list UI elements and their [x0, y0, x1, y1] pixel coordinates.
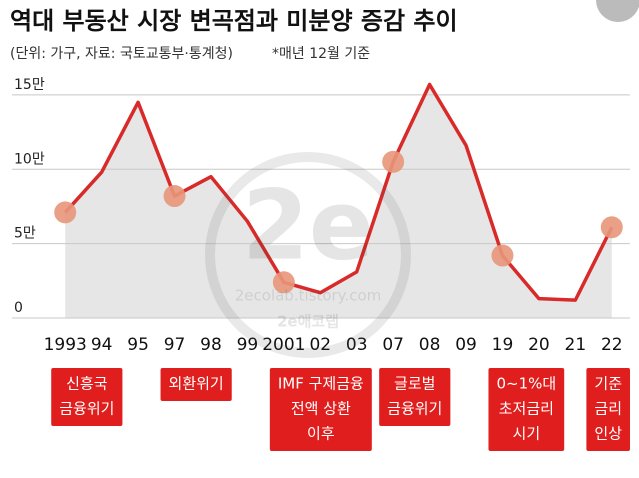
watermark-url: 2ecolab.tistory.com — [235, 287, 381, 305]
highlight-point — [163, 185, 186, 208]
annotation-text: 전액 상환 — [291, 400, 351, 418]
chart-title: 역대 부동산 시장 변곡점과 미분양 증감 추이 — [10, 7, 458, 35]
annotation-box — [586, 368, 630, 451]
x-tick-label: 22 — [601, 335, 623, 355]
annotation-box — [269, 368, 372, 451]
watermark-name: 2e애코랩 — [277, 313, 339, 331]
subtitle: (단위: 가구, 자료: 국토교통부·통계청) — [10, 46, 233, 62]
area — [65, 84, 612, 319]
note: *매년 12월 기준 — [272, 46, 370, 62]
watermark-logo: 2e — [242, 169, 374, 281]
highlight-point — [600, 216, 623, 239]
annotation-text: 이후 — [307, 425, 335, 443]
annotation-text: 신흥국 — [66, 375, 108, 393]
annotation-text: 금융위기 — [59, 400, 114, 418]
y-tick-label: 15만 — [14, 77, 45, 93]
x-tick-label: 03 — [346, 335, 368, 355]
x-tick-label: 09 — [455, 335, 477, 355]
annotation-text: 0~1%대 — [496, 375, 556, 393]
highlight-point — [491, 244, 514, 267]
annotation-text: 금리 — [594, 400, 622, 418]
annotation-box — [379, 368, 451, 426]
x-tick-label: 20 — [528, 335, 550, 355]
x-tick-label: 1993 — [44, 335, 87, 355]
y-tick-label: 5만 — [14, 226, 36, 242]
annotation-text: 시기 — [513, 425, 541, 443]
x-tick-label: 21 — [565, 335, 587, 355]
x-tick-label: 19 — [492, 335, 514, 355]
x-tick-label: 94 — [91, 335, 113, 355]
highlight-point — [54, 201, 77, 224]
x-tick-label: 95 — [127, 335, 149, 355]
x-tick-label: 07 — [382, 335, 404, 355]
annotation-box — [160, 368, 232, 401]
annotation-text: 외환위기 — [169, 375, 224, 393]
annotation-text: 기준 — [594, 375, 622, 393]
annotation: 외환위기 — [160, 368, 232, 401]
x-tick-label: 98 — [200, 335, 222, 355]
line — [63, 82, 614, 302]
y-tick-label: 0 — [14, 300, 23, 316]
watermark: 2e 2ecolab.tistory.com 2e애코랩 — [205, 152, 411, 358]
x-tick-label: 02 — [309, 335, 331, 355]
watermark-ring — [205, 152, 411, 358]
y-tick-label: 10만 — [14, 151, 45, 167]
corner-icon — [596, 0, 639, 22]
annotation-text: IMF 구제금융 — [278, 375, 364, 393]
annotation-text: 글로벌 — [394, 375, 435, 393]
x-tick-label: 08 — [419, 335, 441, 355]
annotation-box — [488, 368, 565, 451]
x-tick-label: 99 — [237, 335, 259, 355]
highlight-point — [382, 150, 405, 173]
annotation-text: 금융위기 — [387, 400, 442, 418]
highlight-point — [272, 271, 295, 294]
x-tick-label: 97 — [164, 335, 186, 355]
annotation-box — [51, 368, 123, 426]
x-tick-label: 2001 — [262, 335, 305, 355]
annotation-text: 인상 — [594, 425, 622, 443]
annotation-text: 초저금리 — [499, 400, 554, 418]
